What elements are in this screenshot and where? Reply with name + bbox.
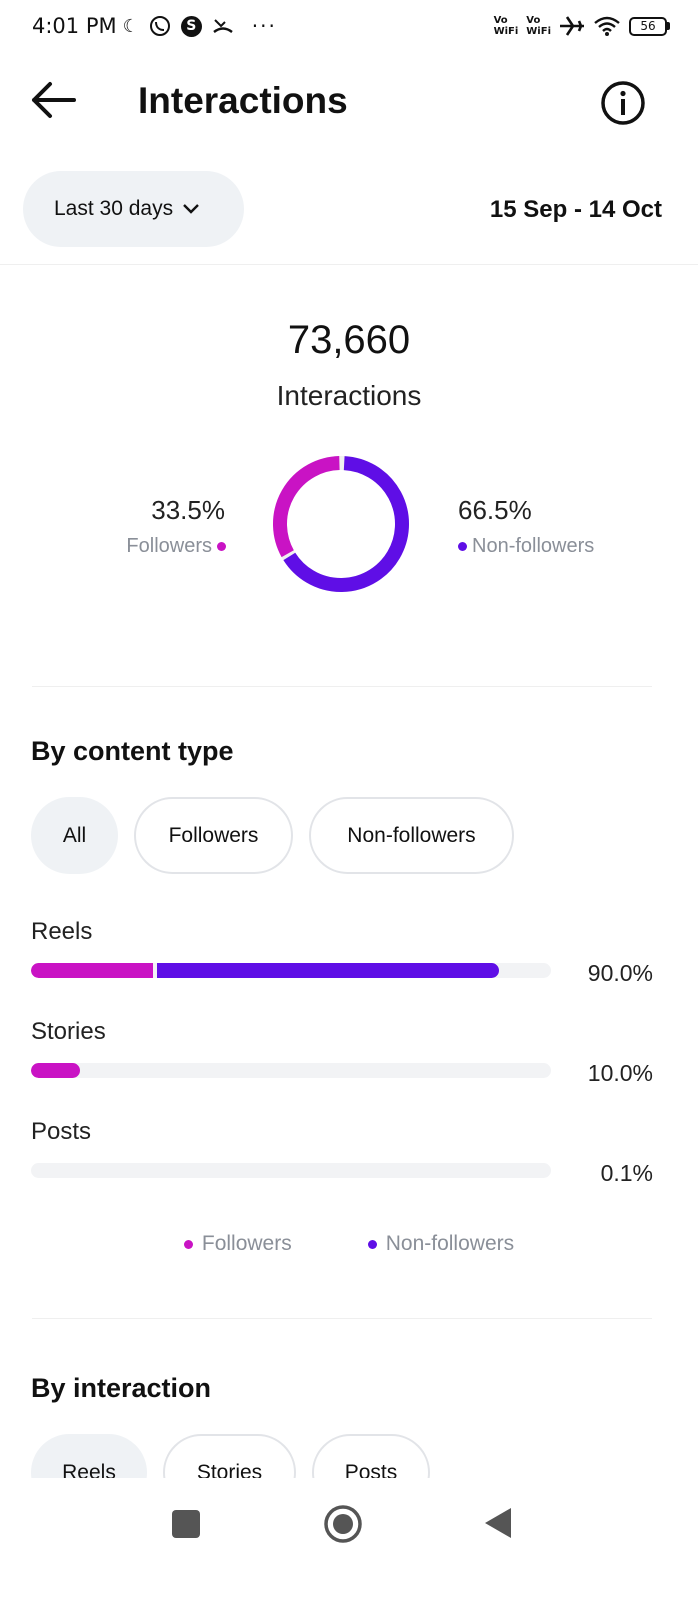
chip-posts[interactable]: Posts — [312, 1434, 430, 1478]
info-icon[interactable] — [600, 80, 646, 126]
divider — [32, 686, 652, 687]
chip-all[interactable]: All — [31, 797, 118, 874]
bar-segment-followers — [31, 1063, 81, 1078]
content-type-legend: Followers Non-followers — [0, 1232, 698, 1256]
status-bar: 4:01 PM ☾ S ··· Vo WiFi Vo WiFi 56 — [0, 0, 698, 52]
interaction-chips-viewport: Reels Stories Posts — [0, 1430, 698, 1478]
date-range-dropdown[interactable]: Last 30 days — [23, 171, 244, 247]
audience-donut-chart — [273, 456, 409, 592]
followers-percent: 33.5% — [151, 495, 225, 525]
moon-icon: ☾ — [122, 15, 139, 37]
content-row-pct-posts: 0.1% — [600, 1160, 653, 1186]
section-title-content-type: By content type — [31, 736, 234, 766]
content-bar-stories — [31, 1063, 551, 1078]
overflow-dots: ··· — [251, 14, 277, 38]
bar-segment-followers — [31, 963, 154, 978]
whatsapp-icon — [149, 16, 170, 36]
followers-dot — [183, 1239, 193, 1249]
status-time: 4:01 PM — [32, 14, 117, 38]
airplane-icon — [560, 16, 584, 36]
chip-stories[interactable]: Stories — [163, 1434, 296, 1478]
section-title-interaction: By interaction — [31, 1373, 212, 1403]
nonfollowers-legend: Non-followers — [458, 535, 594, 558]
content-type-filter-chips: All Followers Non-followers — [31, 797, 514, 874]
missed-call-icon — [213, 19, 233, 33]
battery-icon: 56 — [629, 16, 670, 36]
content-row-label-reels: Reels — [31, 918, 93, 945]
legend-item-nonfollowers: Non-followers — [367, 1232, 514, 1256]
total-interactions: 73,660 — [287, 318, 411, 362]
chip-followers[interactable]: Followers — [134, 797, 293, 874]
divider — [32, 1318, 652, 1319]
followers-dot — [217, 542, 226, 551]
total-interactions-label: Interactions — [276, 380, 422, 411]
chip-reels[interactable]: Reels — [31, 1434, 147, 1478]
chip-nonfollowers[interactable]: Non-followers — [309, 797, 514, 874]
legend-item-followers: Followers — [183, 1232, 292, 1256]
content-row-label-stories: Stories — [31, 1018, 106, 1045]
recents-icon[interactable] — [172, 1510, 200, 1538]
nonfollowers-dot — [367, 1239, 377, 1249]
arrow-left-icon[interactable] — [30, 80, 78, 120]
content-row-pct-stories: 10.0% — [587, 1060, 653, 1086]
chevron-down-icon — [183, 204, 199, 214]
system-nav-bar — [0, 1478, 698, 1600]
content-bar-posts — [31, 1163, 551, 1178]
divider — [0, 264, 698, 265]
bar-segment-nonfollowers — [157, 963, 499, 978]
nonfollowers-dot — [458, 542, 467, 551]
content-row-label-posts: Posts — [31, 1118, 92, 1145]
date-range-label: Last 30 days — [54, 197, 174, 220]
followers-legend: Followers — [126, 535, 226, 558]
donut-slice-nonfollowers — [283, 456, 409, 592]
date-range-text: 15 Sep - 14 Oct — [489, 196, 662, 223]
app-header: Interactions — [0, 62, 698, 138]
followers-legend-label: Followers — [126, 535, 212, 557]
nonfollowers-legend-label: Non-followers — [472, 535, 595, 557]
nonfollowers-percent: 66.5% — [458, 495, 532, 525]
volte-wifi-2: Vo WiFi — [526, 15, 551, 37]
home-icon[interactable] — [323, 1504, 363, 1544]
back-triangle-icon[interactable] — [483, 1506, 513, 1540]
donut-slice-followers — [273, 456, 340, 558]
content-bar-reels — [31, 963, 551, 978]
content-row-pct-reels: 90.0% — [587, 960, 653, 986]
interaction-filter-chips: Reels Stories Posts — [31, 1434, 430, 1478]
s-icon: S — [180, 15, 202, 37]
wifi-icon — [594, 16, 620, 36]
volte-wifi-1: Vo WiFi — [493, 15, 519, 37]
page-title: Interactions — [138, 80, 348, 121]
